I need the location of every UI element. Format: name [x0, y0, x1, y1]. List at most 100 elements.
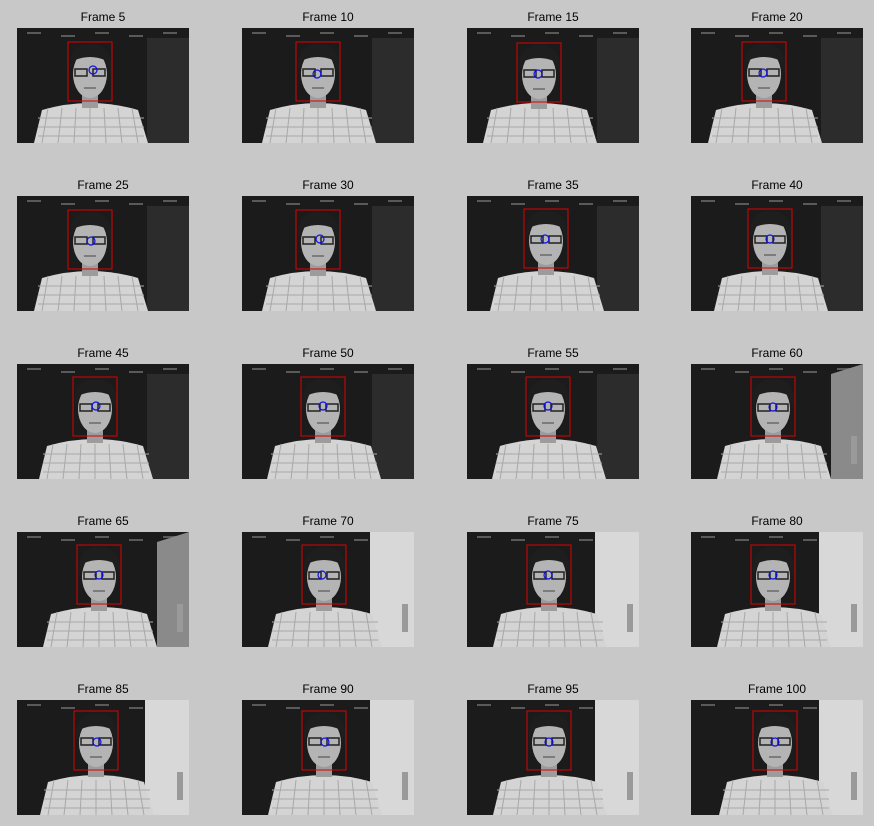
frame-title: Frame 55 — [527, 346, 579, 360]
glasses-right — [97, 403, 111, 412]
ceiling-light — [27, 704, 41, 706]
frame-title: Frame 40 — [751, 178, 803, 192]
face — [73, 218, 107, 266]
shirt — [34, 103, 148, 143]
shirt-stripe — [50, 611, 58, 647]
shirt-stripe — [306, 443, 310, 479]
frame-title: Frame 10 — [302, 10, 354, 24]
frame-svg — [242, 700, 414, 815]
face — [532, 719, 566, 767]
glasses-right — [326, 737, 340, 746]
hair — [75, 713, 118, 743]
frame-svg — [691, 532, 863, 647]
frame-image — [691, 532, 863, 647]
tracking-box — [73, 710, 119, 771]
shirt-stripe — [131, 275, 139, 311]
shirt-stripe — [562, 779, 566, 815]
ceiling-light — [545, 704, 559, 706]
shirt-stripe — [82, 611, 86, 647]
frame-svg — [467, 28, 639, 143]
tracking-box — [67, 41, 113, 102]
glasses-left — [530, 235, 544, 244]
shirt-stripe — [814, 611, 822, 647]
frame-title: Frame 25 — [77, 178, 129, 192]
ceiling-light — [286, 539, 300, 541]
glasses-left — [307, 403, 321, 412]
frame-image — [467, 700, 639, 815]
hair — [528, 713, 571, 743]
ceiling-light — [579, 707, 593, 709]
ceiling-light — [320, 200, 334, 202]
shirt — [717, 439, 831, 479]
tracking-box — [526, 710, 572, 771]
tracking-box — [750, 544, 796, 605]
frame-title: Frame 45 — [77, 346, 129, 360]
shirt-stripe — [756, 443, 760, 479]
glasses-right — [326, 571, 340, 580]
back-wall — [372, 374, 414, 479]
shirt-stripe — [131, 107, 139, 143]
tracked-point-marker — [765, 234, 775, 244]
shirt-stripe — [123, 779, 129, 815]
frame-title: Frame 95 — [527, 682, 579, 696]
face — [79, 719, 113, 767]
ceiling-light — [252, 32, 266, 34]
glasses-right — [777, 737, 791, 746]
shirt-stripe — [365, 779, 373, 815]
door-handle — [402, 604, 408, 632]
face — [307, 719, 341, 767]
shirt-stripe — [274, 443, 282, 479]
frame-image — [242, 532, 414, 647]
shirt — [268, 775, 382, 815]
ceiling-light — [579, 371, 593, 373]
shirt-stripe — [580, 107, 588, 143]
tracked-point-marker — [540, 234, 550, 244]
shirt-stripe — [587, 275, 595, 311]
face — [753, 217, 787, 265]
shirt-stripe — [753, 275, 757, 311]
frame-image — [467, 364, 639, 479]
shirt-stripe — [301, 107, 305, 143]
shirt-stripe — [500, 779, 508, 815]
ceiling-light — [252, 200, 266, 202]
ceiling-light — [735, 35, 749, 37]
glasses-left — [523, 69, 537, 78]
frame-svg — [242, 532, 414, 647]
ceiling-light — [613, 200, 627, 202]
ceiling-light — [61, 707, 75, 709]
ceiling-light — [477, 200, 491, 202]
shirt-stripe — [561, 443, 565, 479]
shirt — [719, 775, 833, 815]
tracking-box — [750, 376, 796, 437]
tracked-point-marker — [320, 737, 330, 747]
shirt-stripe — [737, 275, 743, 311]
frame-title: Frame 35 — [527, 178, 579, 192]
shirt-stripe — [552, 107, 556, 143]
ceiling-light — [477, 704, 491, 706]
shirt — [262, 271, 376, 311]
ceiling-light — [61, 203, 75, 205]
ceiling-light — [129, 35, 143, 37]
door-handle — [851, 772, 857, 800]
face — [306, 385, 340, 433]
shirt — [714, 271, 828, 311]
shirt-stripe — [41, 107, 49, 143]
ceiling-light — [579, 539, 593, 541]
ceiling-light — [61, 371, 75, 373]
ceiling-light — [61, 35, 75, 37]
hair — [752, 379, 795, 409]
tracking-box — [747, 208, 793, 269]
frame-image — [17, 28, 189, 143]
ceiling-light — [477, 368, 491, 370]
frame-svg — [17, 28, 189, 143]
shirt-stripe — [740, 443, 746, 479]
back-wall — [372, 206, 414, 311]
ceiling-light — [163, 536, 177, 538]
tracking-box — [526, 544, 572, 605]
door-handle — [851, 604, 857, 632]
ceiling-light — [27, 536, 41, 538]
ceiling-light — [545, 32, 559, 34]
back-wall — [821, 38, 863, 143]
face — [78, 385, 112, 433]
hair — [754, 713, 797, 743]
